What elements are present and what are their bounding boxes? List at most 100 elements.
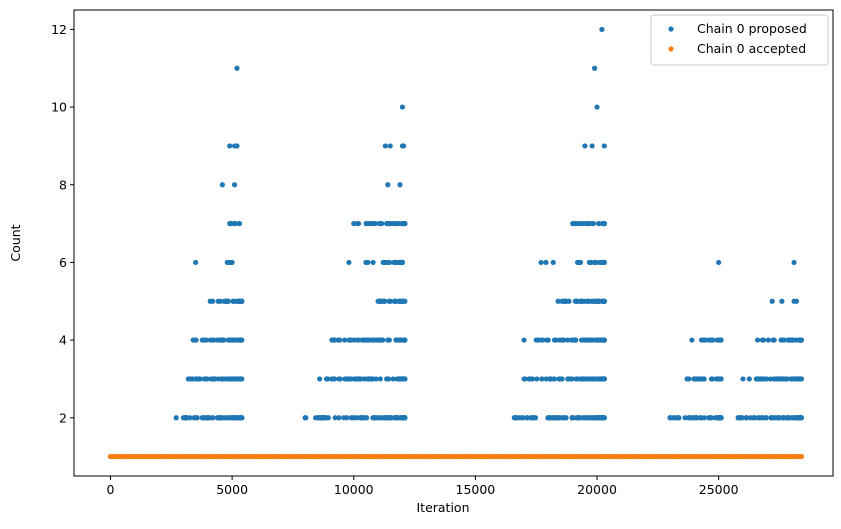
data-point [594,337,601,343]
data-point [708,415,715,421]
data-point [218,376,224,382]
data-point [524,415,530,421]
data-point [756,415,762,421]
data-point [601,143,607,149]
data-point [351,220,357,227]
data-point [511,415,517,421]
data-point [557,337,563,343]
data-point [520,415,526,421]
data-point [777,376,783,382]
data-point [371,337,378,343]
data-point [219,415,225,421]
data-point [230,298,236,304]
data-point [599,26,605,33]
data-point [385,415,391,421]
data-point [239,337,245,343]
data-point [521,376,527,382]
data-point [534,376,540,382]
data-point [588,220,594,227]
data-point [762,415,769,421]
data-point [377,220,383,227]
data-point [769,298,775,304]
data-point [594,104,600,110]
data-point [227,143,233,149]
data-point [740,376,746,382]
data-point [591,376,597,382]
data-point [384,376,390,382]
data-point [596,220,602,227]
data-point [708,376,714,382]
data-point [367,220,373,227]
data-point [392,298,398,304]
data-point [337,376,343,382]
data-point [323,376,330,382]
data-point [790,376,796,382]
legend: Chain 0 proposed Chain 0 accepted [650,14,829,66]
data-point [393,337,399,343]
data-point [601,415,607,421]
data-point [570,220,576,227]
data-point [765,337,771,343]
data-point [386,337,392,343]
data-point [225,337,231,343]
data-point [601,376,607,382]
data-point [185,376,191,382]
data-point [743,415,750,421]
data-point [569,415,576,421]
data-point [591,415,597,421]
data-point [191,337,198,343]
data-point [399,104,406,110]
data-point [209,415,215,421]
data-point [216,415,222,421]
data-point [780,415,787,421]
data-point [329,337,335,343]
data-point [582,143,588,149]
data-point [714,415,720,421]
y-axis-label: Count [8,224,23,261]
data-point [667,415,673,421]
x-axis-label: Iteration [416,500,469,515]
y-tick-label: 10 [51,100,67,115]
y-tick-label: 4 [59,333,67,348]
data-point [394,415,401,421]
x-tick-label: 20000 [577,482,617,497]
data-point [319,415,325,421]
data-point [227,220,233,227]
data-point [173,415,179,421]
data-point [337,337,343,343]
data-point [676,415,682,421]
data-point [593,259,599,266]
data-point [771,415,777,421]
data-point [552,337,558,343]
data-point [601,337,607,343]
data-point [702,337,708,343]
legend-marker-accepted [668,46,674,52]
data-point [359,337,365,343]
data-point [714,376,720,382]
data-point [380,337,386,343]
data-point [565,337,571,343]
data-point [543,259,549,266]
data-point [589,143,595,149]
data-point [342,376,348,382]
data-point [550,259,556,266]
data-point [202,415,208,421]
series-accepted-markers [107,453,804,460]
data-point [402,298,408,304]
data-point [387,143,393,149]
data-point [762,376,768,382]
data-point [346,259,352,266]
data-point [568,337,575,343]
legend-label-accepted: Chain 0 accepted [697,41,806,56]
data-point [538,259,544,266]
data-point [569,376,575,382]
data-point [754,337,761,343]
data-point [558,415,565,421]
data-point [384,220,390,227]
x-tick-label: 10000 [334,482,374,497]
legend-marker-proposed [668,26,674,32]
data-point [348,337,355,343]
data-point [221,337,227,343]
data-point [332,415,338,421]
data-point [718,376,724,382]
